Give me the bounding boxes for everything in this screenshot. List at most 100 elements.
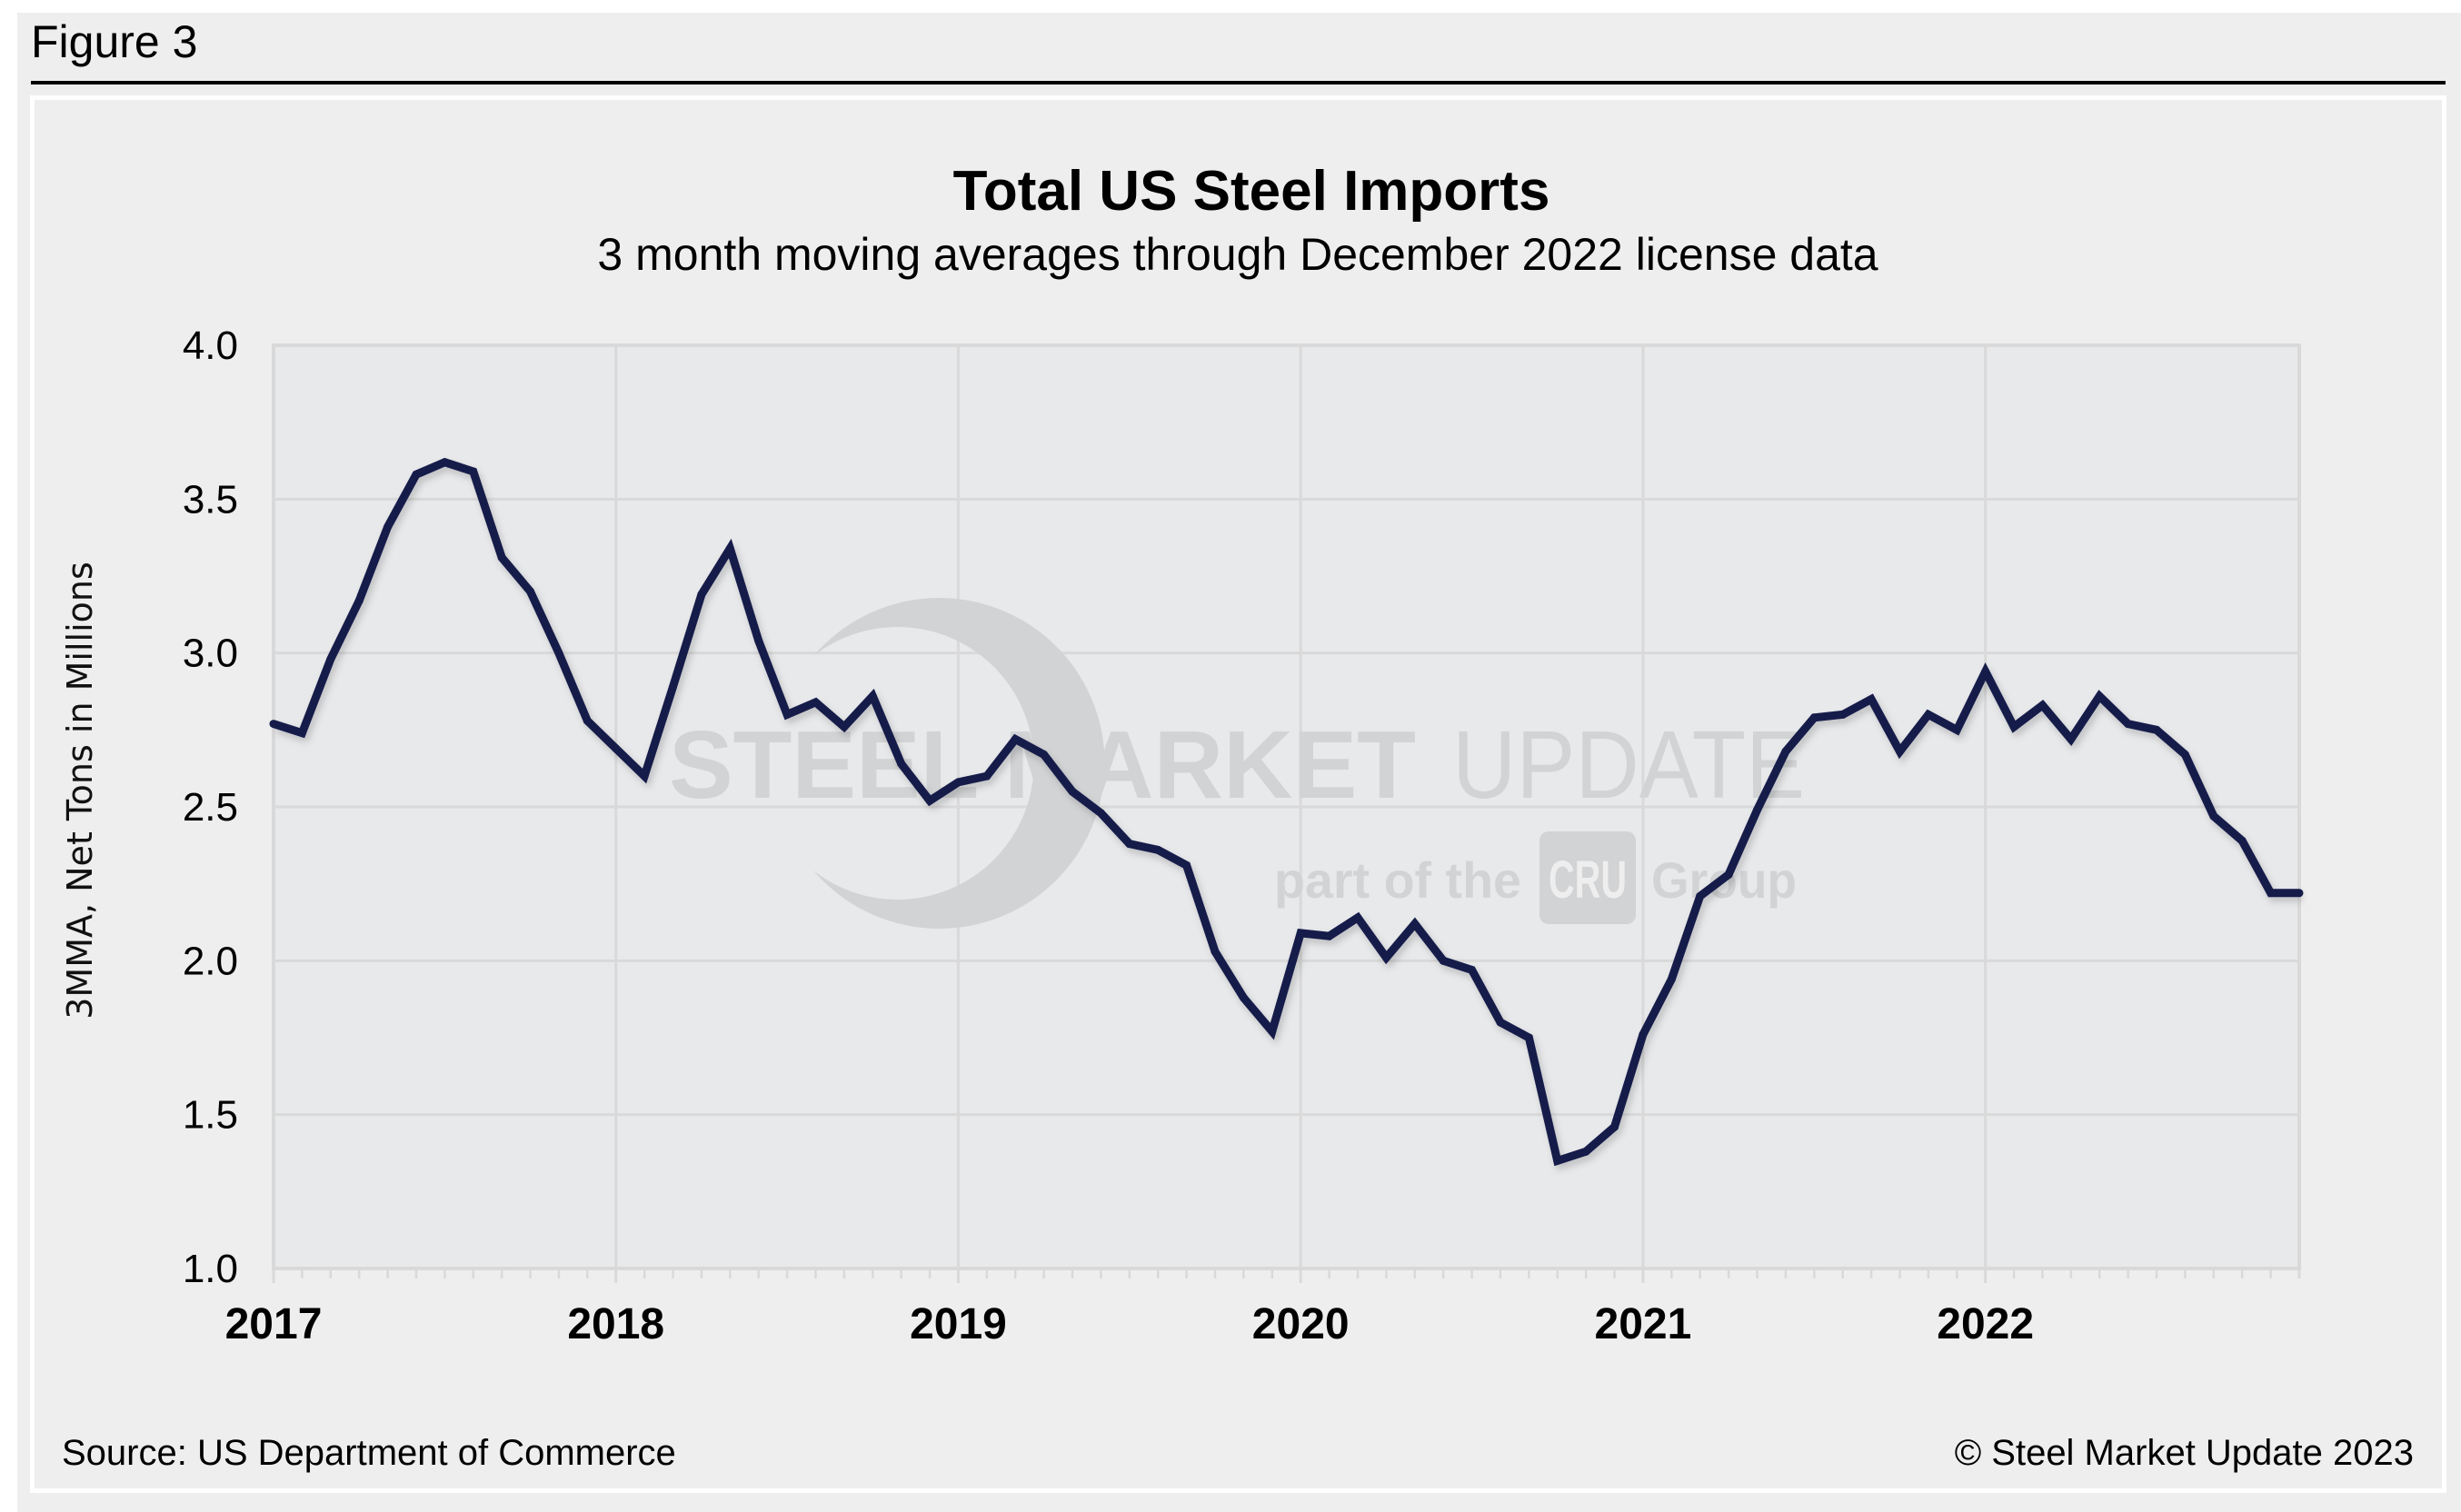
x-tick-label: 2018 bbox=[567, 1300, 664, 1348]
data-point bbox=[782, 710, 792, 719]
chart-subtitle: 3 month moving averages through December… bbox=[597, 229, 1878, 280]
data-point bbox=[1952, 725, 1961, 734]
series bbox=[269, 457, 2304, 1167]
watermark-crescent-icon bbox=[813, 598, 1105, 929]
data-point bbox=[2237, 836, 2247, 845]
copyright-note: © Steel Market Update 2023 bbox=[1954, 1433, 2414, 1473]
data-point bbox=[954, 778, 962, 787]
x-tick-label: 2022 bbox=[1937, 1300, 2034, 1348]
data-point bbox=[326, 654, 335, 663]
y-tick-label: 3.5 bbox=[183, 477, 238, 522]
data-point bbox=[1696, 891, 1705, 900]
x-tick-label: 2019 bbox=[910, 1300, 1007, 1348]
data-point bbox=[1524, 1033, 1533, 1042]
data-point bbox=[1153, 845, 1162, 854]
data-point bbox=[1610, 1122, 1619, 1131]
data-point bbox=[1211, 947, 1220, 956]
y-tick-label: 1.0 bbox=[183, 1247, 238, 1291]
y-tick-label: 1.5 bbox=[183, 1093, 238, 1138]
watermark-cru-logo-icon bbox=[1539, 831, 1636, 924]
source-note: Source: US Department of Commerce bbox=[62, 1433, 676, 1473]
data-point bbox=[725, 544, 734, 552]
figure-label: Figure 3 bbox=[31, 16, 198, 67]
data-point bbox=[2152, 725, 2161, 734]
data-point bbox=[925, 796, 934, 805]
data-point bbox=[1068, 787, 1077, 796]
data-point bbox=[526, 587, 534, 596]
data-point bbox=[1011, 735, 1020, 743]
data-point bbox=[1325, 931, 1334, 940]
data-point bbox=[1809, 713, 1818, 722]
y-tick-label: 2.5 bbox=[183, 785, 238, 830]
watermark-cru-text: CRU bbox=[1549, 850, 1627, 910]
data-point bbox=[1239, 993, 1248, 1002]
data-point bbox=[1981, 667, 1990, 676]
data-point bbox=[1353, 913, 1362, 922]
data-point bbox=[1439, 956, 1448, 965]
data-point bbox=[697, 590, 706, 599]
data-point bbox=[1125, 840, 1134, 849]
data-point bbox=[1639, 1030, 1648, 1040]
data-point bbox=[2009, 722, 2018, 731]
x-tick-label: 2021 bbox=[1595, 1300, 1692, 1348]
x-tick-label: 2017 bbox=[225, 1300, 323, 1348]
y-tick-label: 3.0 bbox=[183, 632, 238, 676]
header-rule bbox=[31, 81, 2446, 85]
data-point bbox=[384, 522, 393, 532]
series-line-total-imports bbox=[272, 457, 2299, 1167]
data-point bbox=[2095, 691, 2104, 701]
data-point bbox=[1581, 1147, 1590, 1156]
data-point bbox=[1268, 1027, 1277, 1036]
data-point bbox=[2067, 735, 2076, 743]
data-point bbox=[669, 682, 677, 691]
data-point bbox=[1381, 953, 1390, 962]
data-point bbox=[469, 467, 478, 476]
y-tick-label: 4.0 bbox=[183, 323, 238, 368]
watermark-brand-bold: STEEL MARKET bbox=[669, 711, 1416, 819]
data-point bbox=[754, 636, 763, 645]
watermark-tagline-prefix: part of the bbox=[1274, 851, 1521, 909]
data-point bbox=[868, 691, 877, 701]
y-axis-label: 3MMA, Net Tons in Millions bbox=[60, 562, 100, 1020]
data-point bbox=[897, 760, 906, 769]
data-point bbox=[1781, 747, 1790, 756]
data-point bbox=[269, 720, 278, 729]
x-tick-label: 2020 bbox=[1252, 1300, 1350, 1348]
data-point bbox=[1896, 747, 1904, 756]
data-point bbox=[1753, 805, 1761, 814]
data-point bbox=[2038, 701, 2047, 710]
data-point bbox=[1667, 975, 1676, 984]
x-axis-labels: 2017 2018 2019 2020 2021 2022 bbox=[225, 1300, 2034, 1348]
watermark-brand-light: UPDATE bbox=[1452, 711, 1805, 819]
y-axis-ticks: 1.0 1.5 2.0 2.5 3.0 3.5 4.0 bbox=[183, 323, 238, 1291]
data-point bbox=[1468, 966, 1477, 974]
data-point bbox=[640, 771, 649, 781]
gridlines bbox=[272, 343, 2299, 1283]
data-point bbox=[840, 722, 849, 731]
data-point bbox=[440, 458, 449, 467]
data-point bbox=[1296, 929, 1305, 938]
data-point bbox=[354, 596, 364, 605]
data-point bbox=[1867, 695, 1876, 703]
data-point bbox=[2267, 889, 2276, 898]
x-axis bbox=[274, 345, 2301, 1278]
y-tick-label: 2.0 bbox=[183, 939, 238, 983]
data-point bbox=[554, 649, 563, 658]
data-point bbox=[1838, 710, 1848, 719]
chart-title: Total US Steel Imports bbox=[952, 160, 1550, 223]
data-point bbox=[297, 729, 306, 738]
data-point bbox=[982, 771, 991, 781]
data-point bbox=[1553, 1157, 1562, 1165]
data-point bbox=[2124, 720, 2133, 729]
data-point bbox=[1410, 920, 1420, 929]
data-point bbox=[1182, 860, 1191, 870]
watermark: STEEL MARKET UPDATE part of the CRU Grou… bbox=[669, 598, 1805, 929]
data-point bbox=[2209, 811, 2218, 821]
data-point bbox=[2295, 889, 2304, 898]
data-point bbox=[1096, 809, 1105, 818]
data-point bbox=[412, 470, 421, 479]
data-point bbox=[2180, 750, 2189, 759]
data-point bbox=[1496, 1018, 1505, 1027]
data-point bbox=[497, 553, 506, 562]
